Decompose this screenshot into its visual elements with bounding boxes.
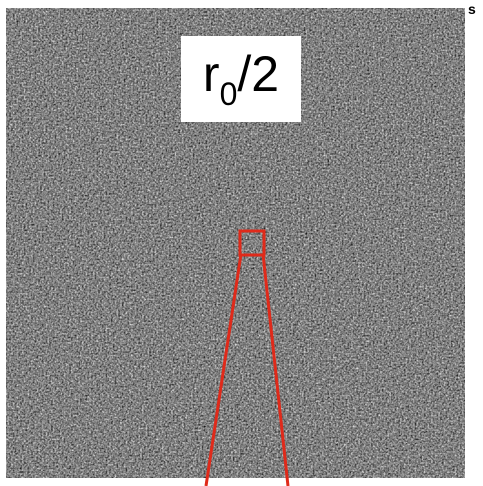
corner-label: s: [468, 1, 476, 17]
scale-label-box: r0/2: [181, 36, 301, 122]
zoom-line-right: [261, 253, 290, 486]
zoom-region-box: [238, 229, 266, 257]
scale-label-subscript: 0: [219, 75, 238, 112]
zoom-line-left: [204, 253, 243, 486]
scale-label-base: r: [202, 45, 220, 102]
scale-label-suffix: /2: [237, 45, 280, 102]
scale-label: r0/2: [203, 49, 279, 110]
